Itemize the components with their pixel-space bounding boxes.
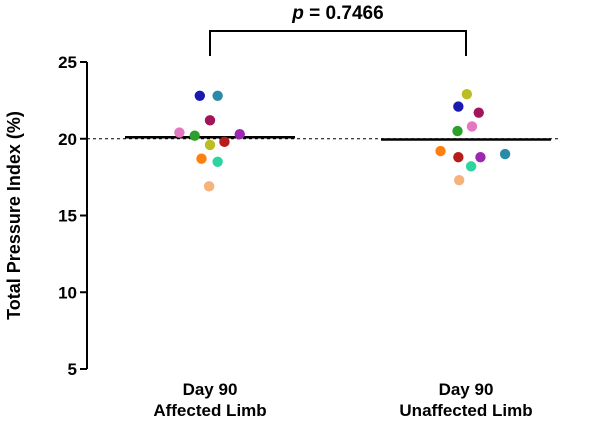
data-point: [194, 90, 205, 101]
data-point: [452, 125, 463, 137]
data-point: [453, 101, 464, 112]
data-point: [465, 161, 477, 172]
y-tick-label: 20: [58, 130, 77, 149]
y-tick-label: 25: [58, 53, 77, 72]
data-point: [435, 145, 446, 157]
data-point: [466, 121, 478, 132]
data-point: [196, 153, 207, 164]
data-point: [174, 127, 185, 138]
data-point: [475, 151, 486, 163]
data-point: [204, 115, 216, 126]
x-category-label-line1: Day 90: [183, 380, 238, 399]
significance-bracket: [209, 30, 467, 56]
y-tick-label: 15: [58, 207, 77, 226]
x-category-label-line2: Affected Limb: [153, 401, 266, 420]
data-point: [461, 89, 473, 100]
data-point: [219, 136, 230, 148]
x-category-label-line2: Unaffected Limb: [399, 401, 532, 420]
x-category-label-line1: Day 90: [439, 380, 494, 399]
data-point: [473, 107, 484, 118]
data-point: [212, 156, 223, 167]
p-symbol: p: [291, 3, 304, 24]
data-point: [212, 90, 223, 101]
data-point: [189, 130, 200, 141]
p-value-text: = 0.7466: [304, 3, 384, 24]
data-point: [203, 181, 215, 192]
data-point: [454, 174, 465, 186]
y-axis-title: Total Pressure Index (%): [4, 111, 24, 320]
y-tick-label: 10: [58, 283, 77, 302]
data-point: [499, 148, 511, 160]
p-value-annotation: p = 0.7466: [291, 3, 383, 24]
data-point: [204, 139, 216, 151]
data-point: [234, 128, 245, 140]
y-tick-label: 5: [68, 360, 77, 379]
data-point: [453, 151, 464, 163]
